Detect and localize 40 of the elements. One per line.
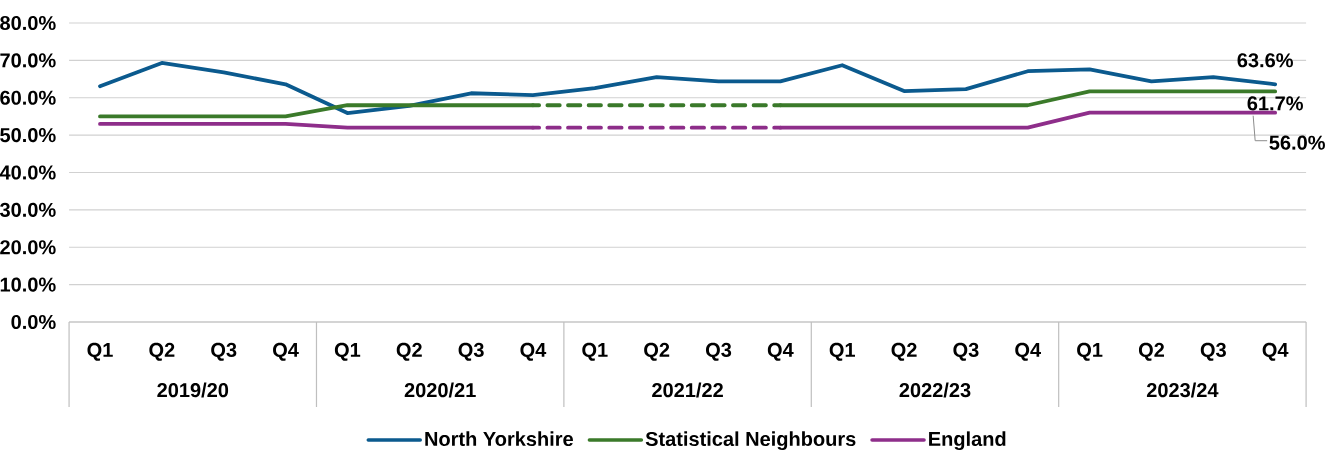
legend-label: England [929,431,1006,451]
data-label: 61.7% [1247,96,1303,111]
x-tick-label: Q2 [1138,342,1165,361]
y-tick-label: 10.0% [0,277,56,292]
legend-label: Statistical Neighbours [645,431,856,451]
x-tick-label: Q3 [458,342,484,361]
y-tick-label: 0.0% [11,314,56,330]
y-tick-label: 70.0% [0,53,56,68]
data-label: 63.6% [1237,53,1293,68]
x-tick-label: Q3 [706,342,732,361]
text: 2020/21 [404,382,476,398]
text: 2019/20 [157,382,229,398]
y-tick-label: 40.0% [0,165,56,180]
x-tick-label: Q4 [1015,342,1041,361]
x-tick-label: Q4 [767,342,794,361]
x-tick-label: Q2 [396,342,422,361]
y-tick-label: 50.0% [0,128,56,143]
x-tick-label: Q4 [273,342,299,361]
x-tick-label: Q4 [520,342,547,361]
x-tick-label: Q2 [149,342,175,361]
x-tick-label: Q3 [1200,342,1226,361]
y-tick-label: 60.0% [0,90,56,105]
x-tick-label: Q1 [582,342,608,361]
x-tick-label: Q1 [1077,342,1103,361]
y-tick-label: 80.0% [0,15,56,31]
x-tick-label: Q2 [891,342,917,361]
y-tick-label: 30.0% [0,202,56,217]
x-tick-label: Q1 [334,342,361,361]
x-tick-label: Q1 [829,342,855,361]
x-tick-label: Q3 [211,342,237,361]
x-tick-label: Q2 [644,342,670,361]
x-tick-label: Q4 [1262,342,1289,361]
text: 2023/24 [1146,382,1219,398]
y-tick-label: 20.0% [0,240,56,255]
text: 2021/22 [652,382,723,398]
x-tick-label: Q1 [87,342,113,361]
text: 2022/23 [899,382,971,398]
legend-label: North Yorkshire [425,431,573,447]
data-label: 56.0% [1269,135,1325,150]
x-tick-label: Q3 [953,342,979,361]
